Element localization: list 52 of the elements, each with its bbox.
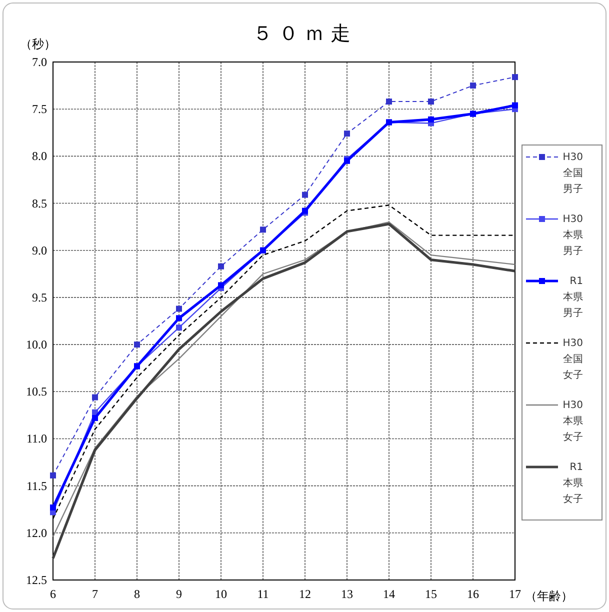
- point: [344, 130, 350, 137]
- y-tick-label: 12.0: [26, 526, 47, 540]
- y-tick-label: 7.5: [32, 102, 47, 116]
- point: [50, 504, 56, 510]
- y-axis-title: （秒）: [20, 37, 56, 51]
- y-tick-label: 9.0: [32, 243, 47, 258]
- x-tick-label: 14: [383, 587, 395, 601]
- point: [176, 306, 182, 312]
- point: [92, 394, 98, 400]
- legend-label: H30 全国男子: [562, 151, 583, 197]
- point: [218, 263, 224, 270]
- y-tick-label: 12.5: [26, 573, 47, 587]
- point: [92, 415, 98, 422]
- x-tick-label: 6: [50, 587, 56, 601]
- point: [176, 324, 182, 331]
- x-tick-label: 15: [425, 587, 437, 601]
- x-tick-label: 17: [509, 587, 521, 601]
- x-tick-label: 9: [176, 587, 182, 601]
- legend-label: H30 全国女子: [562, 337, 583, 383]
- y-tick-label: 10.0: [26, 338, 47, 352]
- y-tick-label: 8.5: [32, 196, 47, 210]
- y-tick-label: 10.5: [26, 384, 47, 399]
- legend-label: R1 本県男子: [562, 275, 583, 321]
- chart-title: ５０ｍ走: [252, 21, 356, 45]
- x-tick-label: 11: [257, 587, 269, 601]
- y-tick-label: 9.5: [32, 290, 47, 304]
- point: [428, 98, 434, 105]
- point: [386, 98, 392, 105]
- point: [50, 472, 56, 478]
- legend-label: R1 本県女子: [562, 461, 583, 507]
- point: [302, 192, 308, 198]
- point: [260, 226, 266, 233]
- point: [218, 282, 224, 288]
- point: [512, 74, 518, 80]
- x-tick-label: 13: [341, 587, 353, 601]
- x-tick-label: 10: [215, 587, 227, 601]
- point: [470, 82, 476, 89]
- x-tick-label: 8: [134, 587, 140, 601]
- x-tick-label: 7: [92, 587, 98, 601]
- legend-label: H30 本県男子: [562, 213, 583, 259]
- y-tick-label: 8.0: [32, 149, 47, 164]
- point: [428, 116, 434, 122]
- x-tick-label: 12: [299, 587, 311, 601]
- x-axis-title: （年齢）: [525, 589, 573, 603]
- y-tick-label: 11.5: [26, 478, 47, 493]
- point: [176, 315, 182, 322]
- y-tick-label: 11.0: [26, 432, 47, 446]
- y-tick-label: 7.0: [32, 55, 47, 69]
- point: [134, 342, 140, 348]
- point: [512, 102, 518, 108]
- x-tick-label: 16: [467, 587, 479, 601]
- legend-label: H30 本県女子: [562, 399, 583, 445]
